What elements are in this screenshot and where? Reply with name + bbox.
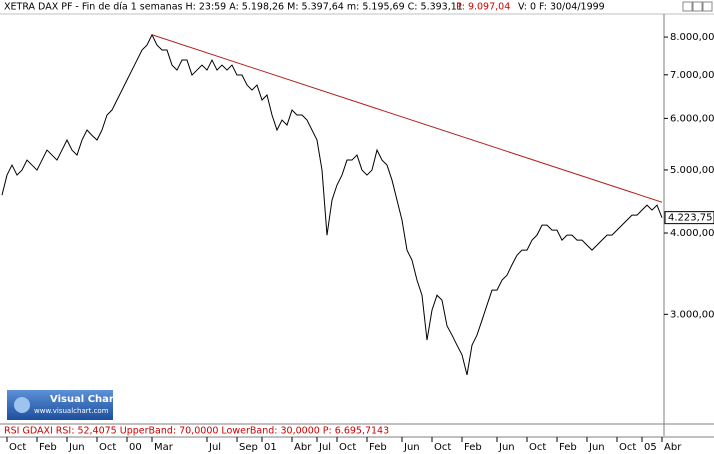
- header-info: XETRA DAX PF - Fin de día 1 semanas H: 2…: [4, 2, 463, 13]
- x-tick-label: Oct: [99, 442, 116, 453]
- y-tick-label: 6.000,00: [670, 113, 714, 124]
- last-value-label: 4.223,75: [668, 213, 713, 224]
- y-tick-label: 5.000,00: [670, 165, 714, 176]
- price-line: [1, 33, 663, 375]
- x-tick-label: Jun: [498, 442, 515, 453]
- x-tick-label: Oct: [529, 442, 546, 453]
- indicator-text: RSI GDAXI RSI: 52,4075 UpperBand: 70,000…: [4, 426, 389, 437]
- logo-icon: [14, 397, 30, 413]
- x-tick-label: Abr: [664, 442, 682, 453]
- x-tick-label: Oct: [339, 442, 356, 453]
- y-tick-label: 3.000,00: [670, 309, 714, 320]
- x-tick-label: Oct: [434, 442, 451, 453]
- x-tick-label: Jun: [68, 442, 85, 453]
- x-tick-label: Feb: [464, 442, 482, 453]
- x-tick-label: Abr: [294, 442, 312, 453]
- x-tick-label: Mar: [154, 442, 174, 453]
- x-tick-label: Jun: [403, 442, 420, 453]
- x-tick-label: Jun: [588, 442, 605, 453]
- logo-url: www.visualchart.com: [34, 407, 109, 415]
- y-tick-label: 7.000,00: [670, 70, 714, 81]
- window-button[interactable]: [702, 1, 713, 12]
- x-tick-label: Oct: [619, 442, 636, 453]
- x-tick-label: Jul: [208, 442, 221, 453]
- x-tick-label: Oct: [9, 442, 26, 453]
- x-tick-label: Feb: [369, 442, 387, 453]
- x-tick-label: 00: [129, 442, 142, 453]
- x-tick-label: Feb: [39, 442, 57, 453]
- window-button[interactable]: [692, 1, 703, 12]
- x-tick-label: Jul: [318, 442, 331, 453]
- x-tick-label: Sep: [239, 442, 258, 453]
- logo-title: Visual Chart: [50, 394, 119, 405]
- trendline: [151, 34, 663, 203]
- header-volume-date: V: 0 F: 30/04/1999: [518, 2, 605, 13]
- x-tick-label: 05: [644, 442, 657, 453]
- x-tick-label: Feb: [559, 442, 577, 453]
- header-price: P: 9.097,04: [456, 2, 510, 13]
- last-value-box: [664, 211, 714, 225]
- window-button[interactable]: [682, 1, 693, 12]
- x-tick-label: 01: [264, 442, 277, 453]
- y-tick-label: 8.000,00: [670, 32, 714, 43]
- y-tick-label: 4.000,00: [670, 228, 714, 239]
